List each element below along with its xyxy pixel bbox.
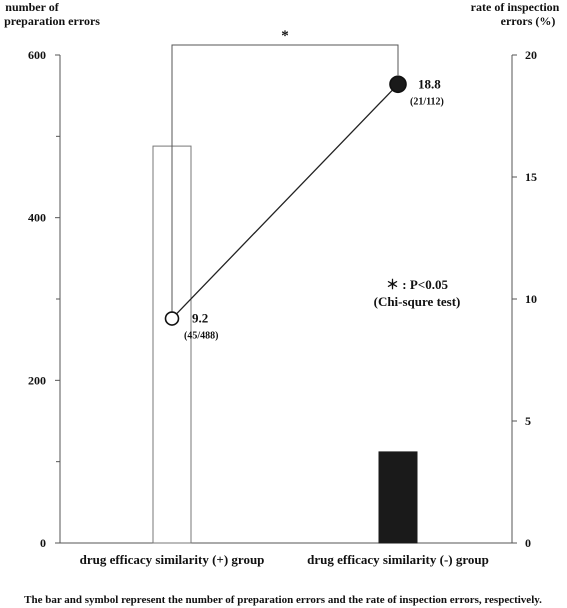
left-tick-label: 200 xyxy=(28,373,46,387)
category-label: drug efficacy similarity (-) group xyxy=(307,552,489,567)
right-tick-label: 20 xyxy=(525,48,537,62)
rate-value-label: 9.2 xyxy=(192,311,208,326)
right-axis-label-line1: rate of inspection xyxy=(471,0,560,14)
right-tick-label: 5 xyxy=(525,414,531,428)
chart-caption: The bar and symbol represent the number … xyxy=(24,594,542,606)
rate-fraction-label: (21/112) xyxy=(410,96,444,107)
rate-fraction-label: (45/488) xyxy=(184,331,218,342)
right-axis-label-line2: errors (%) xyxy=(501,14,556,28)
left-axis-label-line1: number of xyxy=(5,0,59,14)
left-tick-label: 400 xyxy=(28,211,46,225)
left-axis-label-line2: preparation errors xyxy=(4,14,100,28)
rate-line xyxy=(171,83,399,319)
right-tick-label: 0 xyxy=(525,536,531,550)
points: 9.2 (45/488) 18.8 (21/112) xyxy=(164,75,444,342)
right-tick-label: 15 xyxy=(525,170,537,184)
significance-note-line2: (Chi-squre test) xyxy=(374,294,461,309)
right-tick-label: 10 xyxy=(525,292,537,306)
left-tick-label: 0 xyxy=(40,536,46,550)
rate-point xyxy=(389,75,407,94)
axes: 0 200 400 600 0 5 10 15 20 drug efficacy similari… xyxy=(28,48,537,567)
significance-bracket-line xyxy=(171,44,399,312)
rate-value-label: 18.8 xyxy=(418,76,441,91)
significance-bracket: * xyxy=(171,28,399,312)
category-label: drug efficacy similarity (+) group xyxy=(80,552,265,567)
left-tick-label: 600 xyxy=(28,48,46,62)
significance-note-line1: ＊ : P<0.05 xyxy=(386,277,448,292)
significance-marker: * xyxy=(281,28,289,44)
rate-point xyxy=(164,311,180,326)
bars xyxy=(152,145,418,544)
bar xyxy=(378,451,418,544)
